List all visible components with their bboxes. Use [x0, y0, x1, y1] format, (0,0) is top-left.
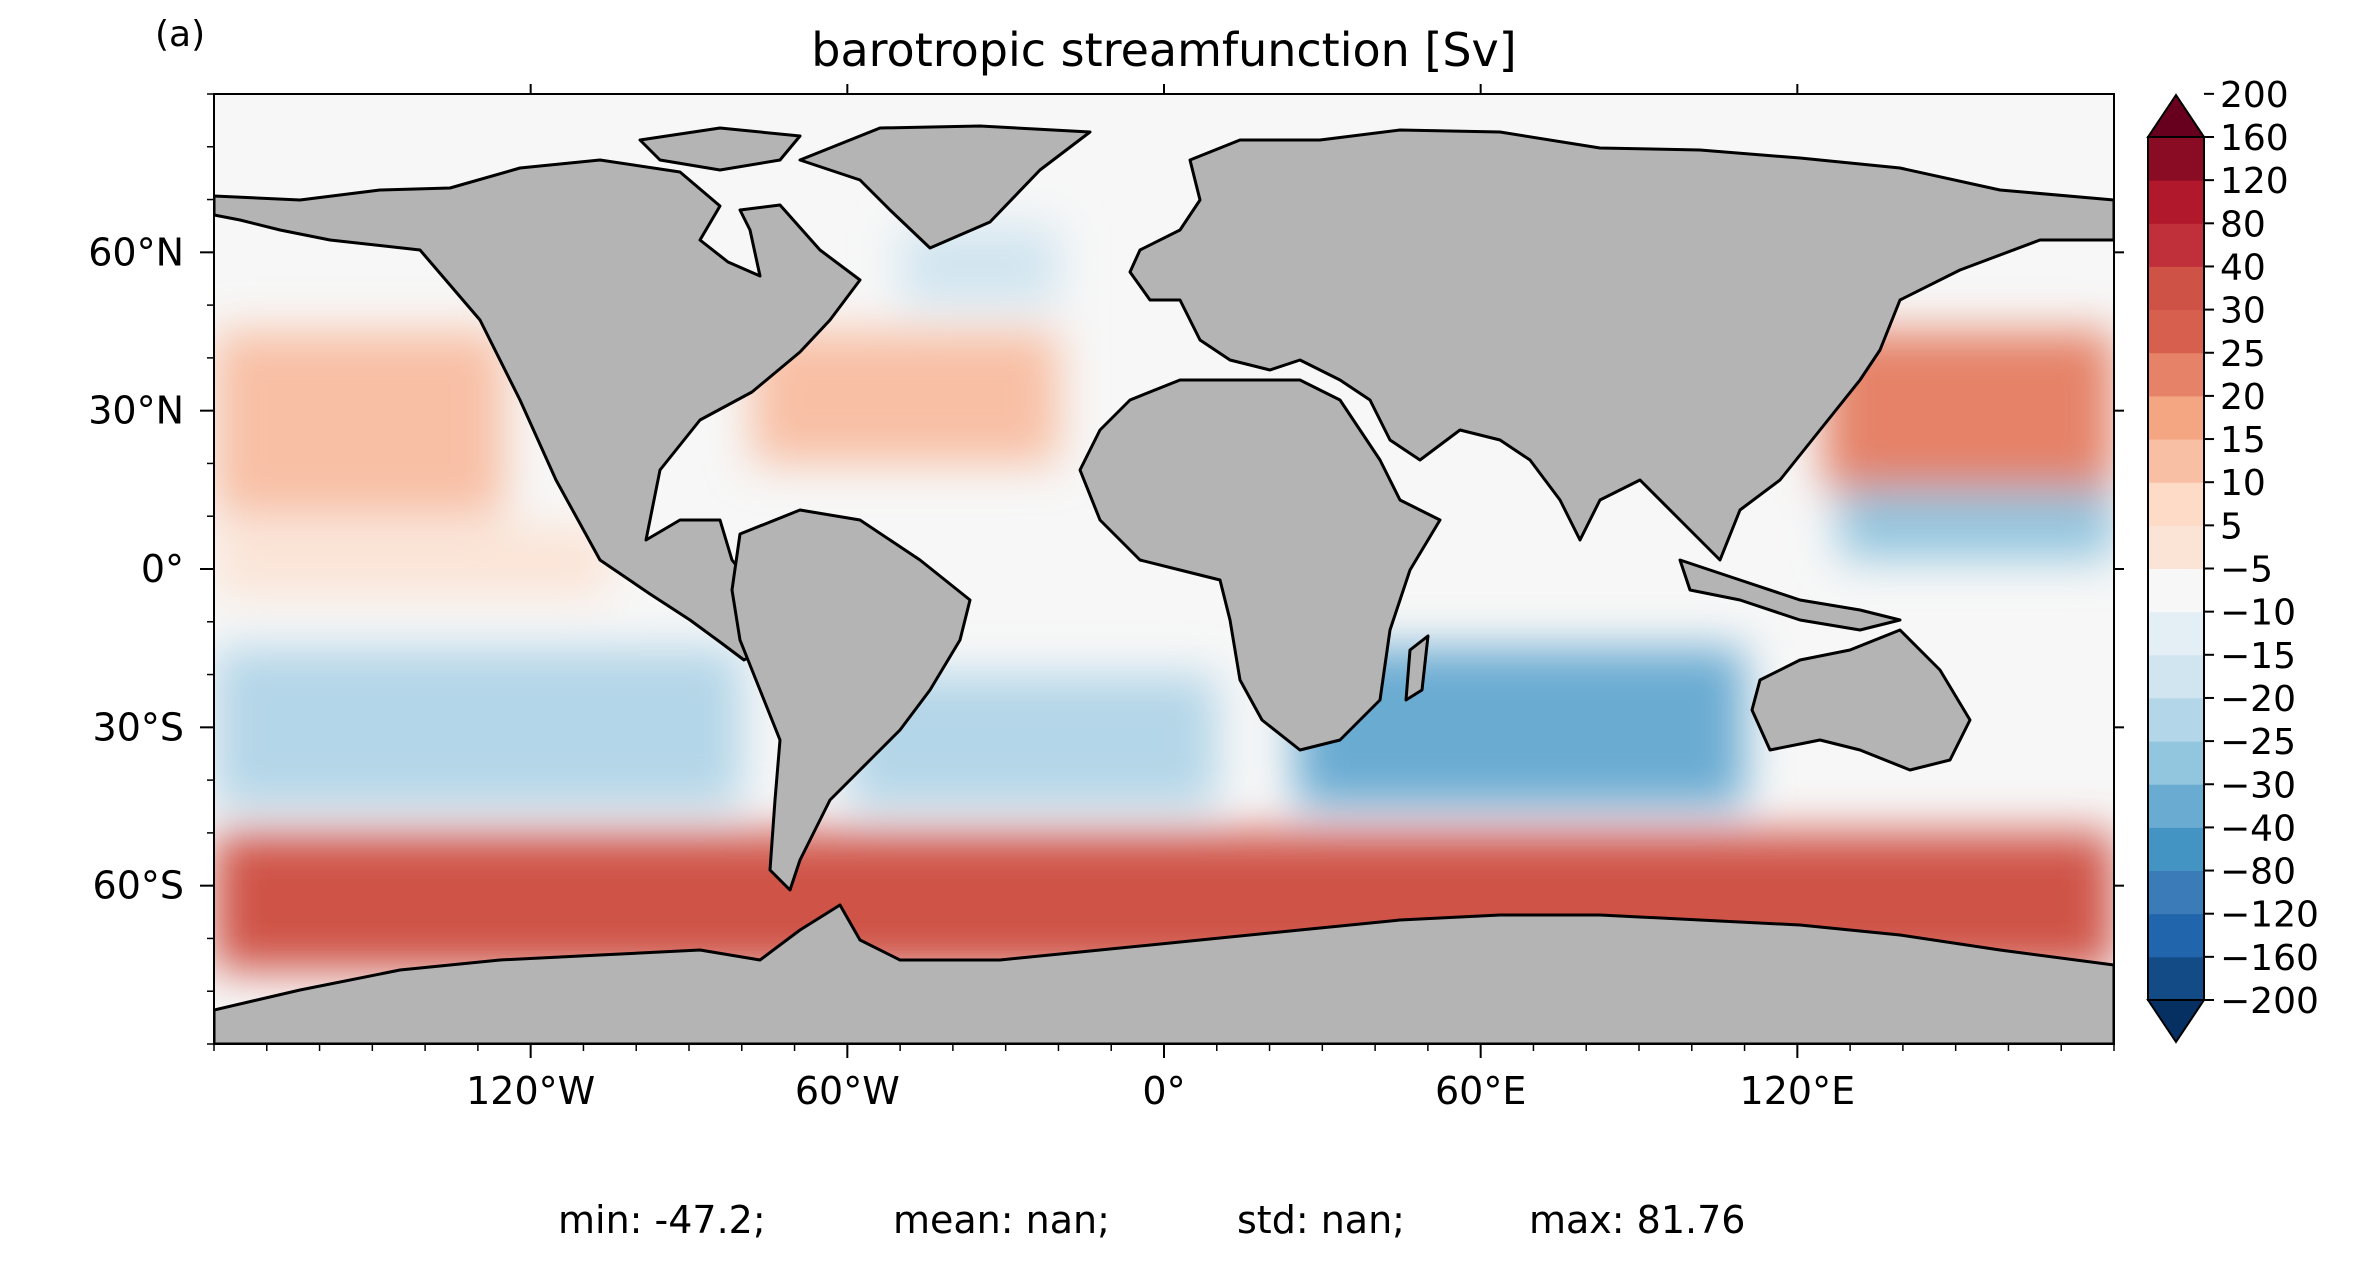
colorbar-swatch-5: [2148, 741, 2204, 785]
colorbar-swatch-13: [2148, 395, 2204, 440]
colorbar-swatch-2: [2148, 870, 2204, 915]
colorbar-swatch-3: [2148, 827, 2204, 872]
colorbar-label-6: −25: [2220, 722, 2296, 763]
colorbar-swatch-4: [2148, 784, 2204, 828]
x-tick-label-4: 120°E: [1740, 1069, 1856, 1113]
colorbar-label-16: 30: [2220, 291, 2266, 332]
colorbar-label-2: −120: [2220, 895, 2319, 936]
colorbar-label-18: 80: [2220, 204, 2266, 245]
colorbar-swatch-0: [2148, 956, 2204, 1001]
colorbar-swatch-18: [2148, 180, 2204, 224]
colorbar-swatch-19: [2148, 137, 2204, 181]
colorbar-label-10: −5: [2220, 550, 2273, 591]
land-australia: [1750, 628, 1972, 772]
stat-std: std: nan;: [1237, 1198, 1405, 1242]
field-equatorial-pacific-countercurrent: [214, 526, 610, 596]
field-north-pacific-subpolar-gyre-west: [1839, 489, 2114, 559]
colorbar-swatch-17: [2148, 223, 2204, 267]
x-tick-label-0: 120°W: [466, 1069, 595, 1113]
colorbar-label-15: 25: [2220, 334, 2266, 375]
colorbar-label-11: 5: [2220, 506, 2243, 547]
colorbar-swatch-8: [2148, 611, 2204, 656]
colorbar-label-12: 10: [2220, 463, 2266, 504]
map-axes: 120°W 60°W 0° 60°E 120°E 60°N 30°N 0° 30°S 60°S: [88, 84, 2124, 1113]
colorbar-label-20: 160: [2220, 118, 2289, 159]
colorbar: −200−160−120−80−40−30−25−20−15−10−551015…: [2146, 75, 2319, 1044]
colorbar-label-5: −30: [2220, 765, 2296, 806]
colorbar-label-21: 200: [2220, 75, 2289, 116]
field-gulf-stream-gyre: [752, 331, 1059, 464]
y-tick-label-0: 60°N: [88, 230, 184, 274]
map-panel: [214, 94, 2114, 1044]
streamfunction-field: [214, 225, 2114, 971]
colorbar-swatch-9: [2148, 568, 2204, 613]
colorbar-swatch-6: [2148, 697, 2204, 742]
stat-mean: mean: nan;: [893, 1198, 1110, 1242]
colorbar-swatch-11: [2148, 482, 2204, 526]
land-arctic-islands: [638, 126, 802, 172]
colorbar-label-8: −15: [2220, 636, 2296, 677]
land-masses: [214, 124, 2114, 1044]
colorbar-swatch-10: [2148, 525, 2204, 569]
colorbar-swatch-14: [2148, 352, 2204, 397]
land-antarctica: [214, 903, 2114, 1044]
y-tick-label-3: 30°S: [93, 705, 184, 749]
colorbar-label-14: 20: [2220, 377, 2266, 418]
chart-title: barotropic streamfunction [Sv]: [811, 23, 1516, 77]
land-africa: [1078, 378, 1442, 752]
stat-min: min: -47.2;: [558, 1198, 766, 1242]
colorbar-label-19: 120: [2220, 161, 2289, 202]
land-eurasia: [1128, 128, 2114, 562]
x-tick-label-2: 0°: [1142, 1069, 1185, 1113]
colorbar-swatch-12: [2148, 439, 2204, 483]
stat-max: max: 81.76: [1529, 1198, 1746, 1242]
colorbar-label-0: −200: [2220, 981, 2319, 1022]
colorbar-swatch-16: [2148, 266, 2204, 311]
y-tick-label-4: 60°S: [93, 864, 184, 908]
colorbar-swatch-15: [2148, 309, 2204, 354]
colorbar-label-13: 15: [2220, 420, 2266, 461]
colorbar-label-1: −160: [2220, 938, 2319, 979]
stats-line: min: -47.2; mean: nan; std: nan; max: 81…: [0, 1198, 2362, 1248]
colorbar-label-9: −10: [2220, 593, 2296, 634]
panel-label: (a): [155, 14, 205, 55]
colorbar-label-3: −80: [2220, 852, 2296, 893]
y-tick-label-1: 30°N: [88, 389, 184, 433]
colorbar-extend-max: [2146, 93, 2206, 138]
land-greenland: [798, 124, 1092, 250]
colorbar-label-7: −20: [2220, 679, 2296, 720]
field-north-pacific-subtropical-gyre: [214, 331, 505, 517]
land-north-america: [214, 158, 862, 662]
colorbar-swatch-7: [2148, 654, 2204, 699]
land-indonesia: [1678, 558, 1902, 632]
x-tick-label-3: 60°E: [1435, 1069, 1526, 1113]
field-south-pacific-gyre: [214, 648, 742, 807]
land-madagascar: [1404, 634, 1430, 702]
colorbar-label-4: −40: [2220, 808, 2296, 849]
colorbar-extend-min: [2146, 999, 2206, 1044]
land-south-america: [730, 508, 972, 892]
colorbar-label-17: 40: [2220, 247, 2266, 288]
y-tick-label-2: 0°: [141, 547, 184, 591]
colorbar-swatch-1: [2148, 913, 2204, 958]
x-tick-label-1: 60°W: [795, 1069, 900, 1113]
